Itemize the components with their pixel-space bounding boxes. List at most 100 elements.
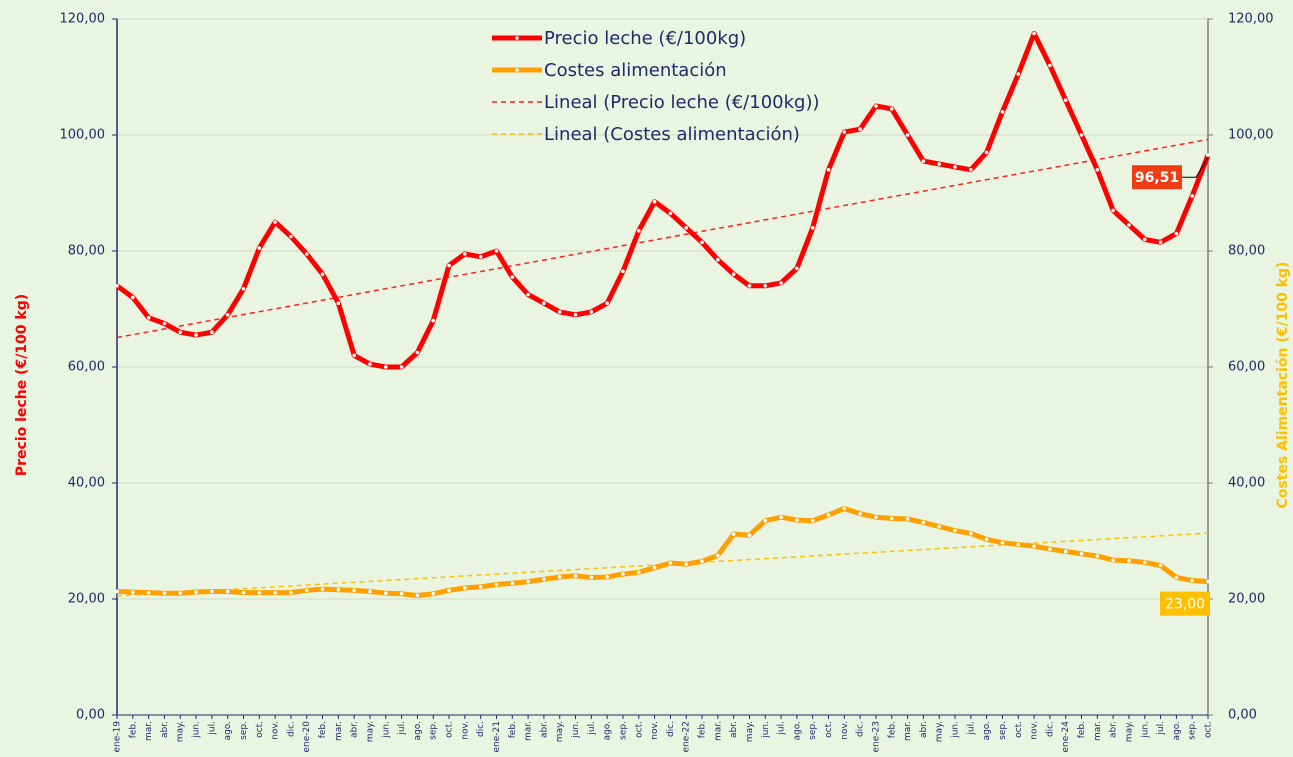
x-tick-label: abr.: [350, 721, 360, 738]
marker: [431, 591, 436, 596]
marker: [1095, 168, 1100, 172]
marker: [953, 165, 957, 169]
marker: [858, 511, 862, 516]
x-tick-label: may.: [1124, 721, 1134, 742]
marker: [921, 520, 926, 525]
x-tick-label: ene-23: [871, 721, 881, 752]
x-tick-label: ene-21: [492, 721, 502, 752]
marker: [937, 162, 942, 166]
marker: [494, 582, 499, 587]
x-tick-label: feb.: [128, 721, 138, 738]
x-tick-label: ene-19: [113, 721, 123, 753]
marker: [1095, 554, 1100, 558]
x-tick-label: abr.: [160, 721, 170, 738]
x-tick-label: mar.: [144, 721, 154, 741]
marker: [447, 263, 451, 268]
y2-axis-label: Costes Alimentación (€/100 kg): [1275, 262, 1291, 509]
x-tick-label: jun.: [381, 721, 391, 739]
marker: [1206, 153, 1210, 158]
marker: [194, 590, 198, 594]
x-tick-label: ene-24: [1061, 721, 1071, 753]
marker: [889, 107, 894, 111]
marker: [241, 286, 246, 291]
x-tick-label: dic.: [286, 721, 296, 737]
marker: [178, 330, 183, 335]
x-tick-label: ago.: [223, 721, 233, 740]
x-tick-label: dic.: [666, 721, 676, 737]
marker: [905, 517, 910, 521]
x-tick-label: mar.: [713, 721, 723, 741]
marker: [636, 228, 641, 233]
legend-label: Precio leche (€/100kg): [544, 28, 746, 49]
x-tick-label: mar.: [334, 721, 344, 741]
y2-tick-label: 60,00: [1228, 360, 1265, 375]
x-tick-label: ago.: [1172, 721, 1182, 740]
x-tick-label: mar.: [903, 721, 913, 741]
marker: [937, 524, 942, 529]
marker: [289, 590, 293, 595]
marker: [115, 284, 119, 288]
marker: [289, 234, 293, 239]
value-label: 23,00: [1165, 597, 1205, 613]
x-tick-label: mar.: [524, 721, 534, 741]
y2-tick-label: 120,00: [1228, 12, 1274, 27]
marker: [700, 240, 704, 245]
marker: [1016, 72, 1021, 76]
y-tick-label: 20,00: [68, 592, 105, 607]
x-tick-label: jul.: [397, 721, 407, 736]
x-tick-label: sep.: [998, 721, 1008, 740]
marker: [763, 518, 768, 523]
marker: [1190, 578, 1194, 583]
x-tick-label: oct.: [824, 721, 834, 738]
marker: [494, 249, 499, 253]
marker: [336, 587, 341, 592]
marker: [526, 579, 530, 584]
marker: [1190, 194, 1194, 198]
x-tick-label: feb.: [508, 721, 518, 738]
y-tick-label: 40,00: [68, 476, 105, 491]
x-tick-label: jun.: [761, 721, 771, 739]
marker: [320, 587, 325, 591]
marker: [969, 168, 973, 172]
x-tick-label: may.: [935, 721, 945, 742]
marker: [146, 590, 151, 595]
x-tick-label: jul.: [207, 721, 217, 736]
marker: [953, 528, 957, 533]
marker: [178, 591, 183, 595]
x-tick-label: jul.: [1156, 721, 1166, 736]
marker: [1142, 237, 1147, 242]
marker: [241, 590, 246, 595]
label-connector: [1182, 156, 1209, 178]
x-tick-label: feb.: [698, 721, 708, 738]
marker: [225, 313, 230, 317]
marker: [668, 211, 673, 216]
marker: [652, 565, 657, 570]
x-tick-label: nov.: [840, 721, 850, 740]
x-tick-label: sep.: [239, 721, 249, 740]
x-tick-label: sep.: [429, 721, 439, 740]
marker: [842, 506, 847, 511]
marker: [542, 577, 546, 582]
marker: [383, 365, 388, 369]
marker: [336, 301, 341, 306]
y2-tick-label: 20,00: [1228, 592, 1265, 607]
x-tick-label: nov.: [460, 721, 470, 740]
marker: [621, 572, 625, 576]
x-tick-label: oct.: [255, 721, 265, 738]
marker: [605, 301, 609, 306]
marker: [826, 513, 831, 517]
marker: [162, 591, 167, 595]
marker: [1048, 547, 1052, 551]
marker: [383, 591, 388, 595]
x-tick-label: ago.: [603, 721, 613, 740]
x-tick-label: jun.: [192, 721, 202, 739]
value-label-box: [1160, 591, 1210, 616]
x-tick-label: ago.: [792, 721, 802, 740]
marker: [131, 295, 135, 300]
y-tick-label: 100,00: [60, 128, 106, 143]
legend-label: Lineal (Precio leche (€/100kg)): [544, 92, 820, 113]
x-tick-label: feb.: [318, 721, 328, 738]
marker: [905, 133, 910, 137]
